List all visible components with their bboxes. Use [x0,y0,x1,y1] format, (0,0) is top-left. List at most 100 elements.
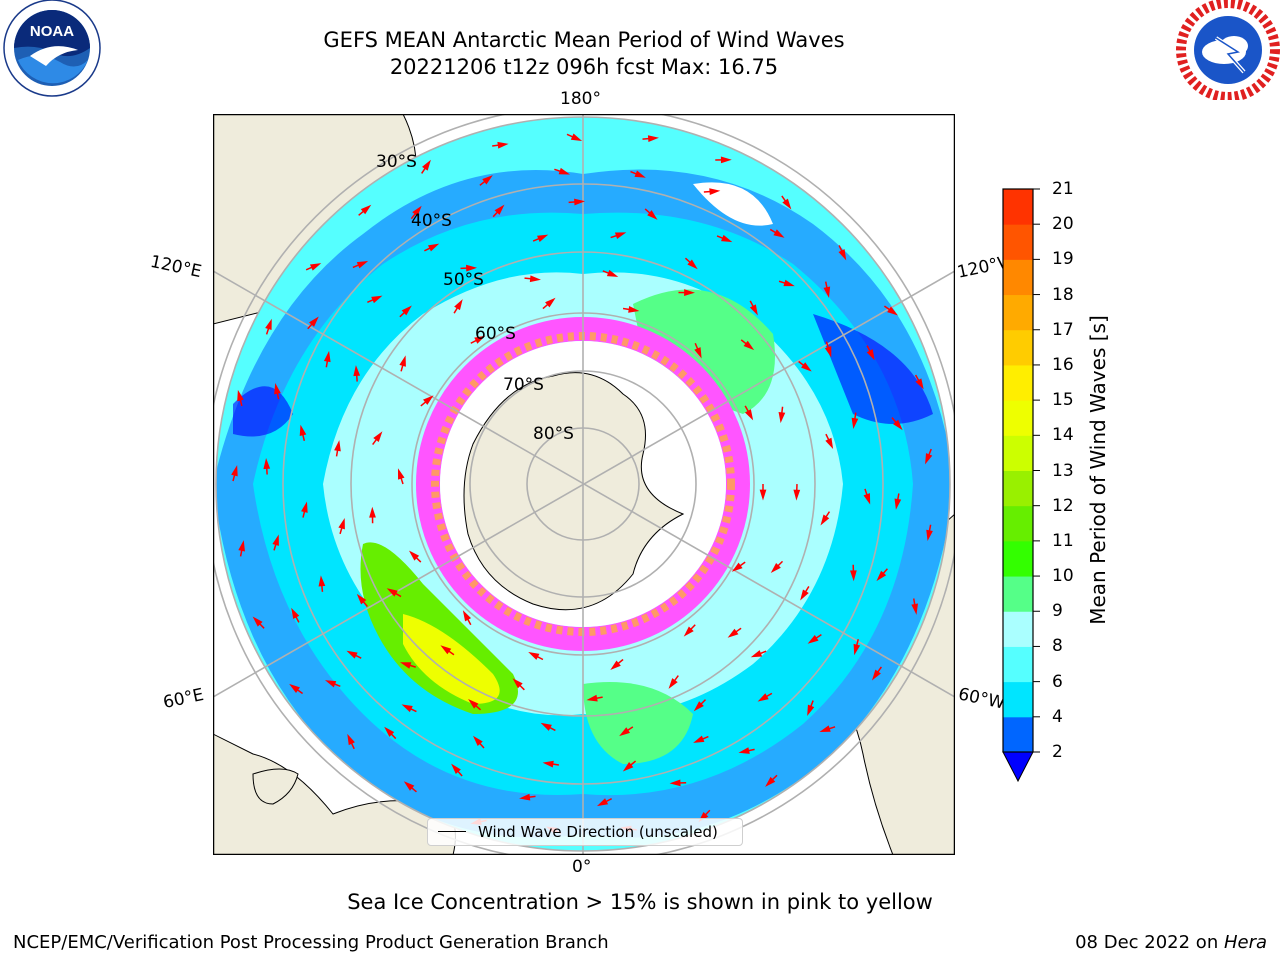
colorbar-swatch [1003,189,1033,225]
wind-wave-arrowhead [619,727,631,737]
colorbar-swatch [1003,646,1033,683]
wind-wave-arrowhead [876,570,887,582]
wind-wave-arrowhead [371,295,383,304]
lon-label-60w: 60°W [956,684,1007,714]
wind-wave-arrowhead [473,735,483,747]
lon-label-180: 180° [560,89,601,109]
colorbar-swatch [1003,716,1033,753]
wind-wave-arrowhead [299,424,307,437]
wind-wave-arrowhead [610,660,621,670]
wind-wave-arrowhead [911,603,919,615]
wave-region-green-atlantic [583,682,693,764]
wind-wave-arrowhead [252,616,263,627]
wind-wave-arrowhead [274,383,281,395]
wind-wave-arrowhead [782,198,792,210]
wind-wave-arrowhead [586,694,598,702]
wind-wave-arrowhead [757,693,769,702]
title-line-2: 20221206 t12z 096h fcst Max: 16.75 [389,55,779,79]
wind-wave-arrowhead [614,232,627,239]
wind-wave-arrowhead [684,289,695,296]
colorbar-tick-label: 18 [1052,284,1074,305]
wind-wave-arrowhead [466,264,478,272]
wind-wave-arrowhead [528,651,540,660]
colorbar-tick-label: 16 [1052,354,1074,375]
wind-wave-arrowhead [793,489,801,501]
wind-wave-arrowhead [231,465,238,477]
colorbar-swatches [1003,189,1033,753]
wind-wave-arrowhead [353,365,361,377]
wave-region-yellow-indian [403,614,500,704]
colorbar-swatch [1003,435,1033,471]
wind-wave-arrowhead [823,286,831,298]
wind-wave-arrowhead [820,514,830,526]
wind-wave-arrowhead [849,570,857,582]
colorbar-swatch [1003,329,1033,366]
wind-wave-arrowhead [399,355,406,367]
footer-date: 08 Dec 2022 on Hera [1075,932,1267,953]
wind-wave-arrowhead [863,493,871,505]
wind-wave-arrowhead [743,340,755,351]
wind-wave-arrowhead [323,350,331,363]
wind-wave-arrowhead [647,135,659,143]
lat-label-60s: 60°S [475,324,516,344]
wind-wave-arrowhead [360,204,372,215]
wind-wave-arrowhead [519,793,531,801]
colorbar-extend-triangle [1002,751,1034,783]
wind-wave-arrowhead [893,419,903,431]
wind-wave-arrowhead [318,575,326,587]
wind-wave-arrowhead [866,349,875,361]
colorbar-tick-label: 6 [1052,671,1063,692]
wind-wave-arrowhead [237,389,244,402]
wind-wave-arrowhead [423,395,434,405]
wind-wave-arrowhead [265,318,272,331]
wind-wave-arrowhead [628,306,640,313]
polar-map [212,113,956,856]
wind-wave-arrowhead [529,275,541,283]
lon-label-0: 0° [572,857,592,877]
wind-wave-arrowhead [542,760,554,768]
wind-wave-arrowhead [408,550,420,561]
lon-label-60e: 60°E [161,684,206,714]
wind-wave-arrowhead [540,722,552,731]
colorbar-swatch [1003,611,1033,647]
wind-wave-arrowhead [537,234,549,242]
wind-wave-arrowhead [683,626,694,637]
wind-wave-arrowhead [497,141,509,149]
wind-wave-arrowhead [272,534,279,546]
lat-label-80s: 80°S [533,424,574,444]
wind-wave-arrowhead [399,662,412,669]
wind-wave-arrowhead [778,411,786,424]
wind-wave-arrowhead [759,489,767,501]
wind-wave-arrowhead [338,518,345,530]
wind-wave-arrowhead [451,763,461,774]
wind-wave-arrowhead [334,440,341,452]
wind-wave-arrowhead [291,607,300,619]
wind-wave-arrowhead [494,204,505,215]
wind-wave-arrowhead [558,167,571,175]
wind-wave-arrowhead [693,735,705,743]
wind-wave-arrowhead [308,316,319,327]
lat-label-70s: 70°S [503,375,544,395]
wind-wave-arrowhead [468,698,479,709]
wind-wave-arrowhead [773,229,785,238]
footer-branch: NCEP/EMC/Verification Post Processing Pr… [13,932,609,953]
title-line-1: GEFS MEAN Antarctic Mean Period of Wind … [323,28,845,52]
wind-wave-arrowhead [765,776,776,787]
colorbar-swatch [1003,505,1033,542]
colorbar-swatch [1003,540,1033,577]
wind-wave-arrowhead [744,409,754,421]
wind-wave-arrowhead [263,458,271,470]
wind-wave-arrowhead [238,540,245,552]
wind-wave-arrowhead [819,725,831,732]
wind-wave-arrowhead [356,593,367,605]
wind-wave-arrowhead [738,747,750,754]
wind-wave-arrowhead [926,529,933,541]
wind-wave-arrowhead [401,704,413,713]
wind-wave-arrowhead [851,417,859,429]
colorbar-tick-label: 19 [1052,249,1074,270]
wind-wave-arrowhead [915,378,924,390]
colorbar-tick-label: 2 [1052,742,1063,762]
wind-wave-arrowhead [749,304,758,316]
footer-date-text: 08 Dec 2022 on [1075,932,1224,953]
colorbar-tick-label: 11 [1052,530,1074,551]
